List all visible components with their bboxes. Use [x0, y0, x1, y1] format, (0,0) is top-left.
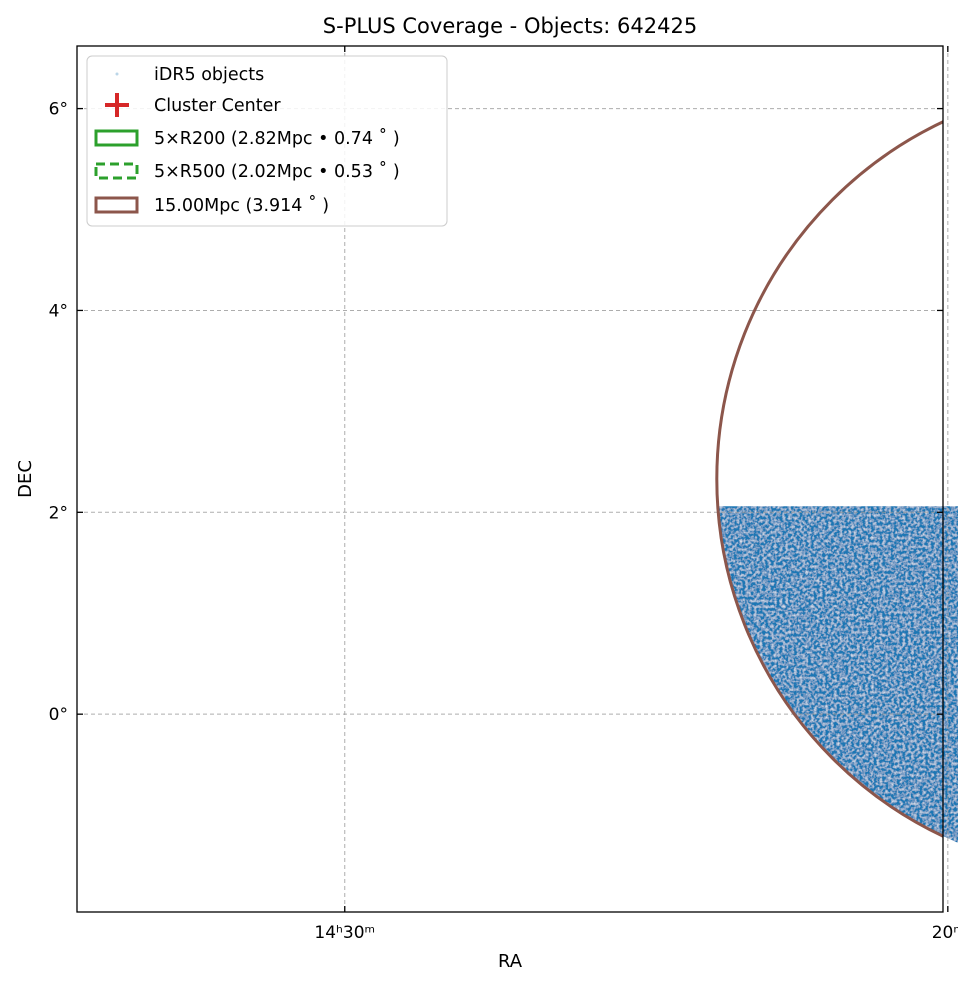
legend-box — [86, 55, 448, 227]
y-tick-label: 2° — [49, 503, 68, 523]
legend-marker-dashed-box — [94, 162, 139, 180]
legend-entry: iDR5 objects — [115, 65, 264, 85]
axis-ticks: 14ʰ30ᵐ20ᵐ10ᵐ0°2°4°6° — [49, 46, 958, 943]
legend-marker-box — [94, 196, 139, 214]
x-tick-label: 20ᵐ — [932, 923, 958, 943]
legend-label: iDR5 objects — [154, 65, 264, 85]
legend: iDR5 objects Cluster Center 5×R200 (2.82Mp… — [86, 55, 448, 227]
radius-circles — [715, 120, 943, 838]
legend-entry: Cluster Center — [105, 93, 281, 117]
axes-frame — [76, 45, 944, 913]
y-tick-label: 0° — [49, 705, 68, 725]
grid — [77, 46, 949, 912]
legend-label: 5×R200 (2.82Mpc • 0.74 ˚ ) — [154, 128, 400, 149]
y-axis-label: DEC — [15, 460, 36, 498]
legend-label: 5×R500 (2.02Mpc • 0.53 ˚ ) — [154, 161, 400, 182]
legend-marker-point — [115, 72, 119, 76]
y-tick-label: 4° — [49, 301, 68, 321]
circle-15mpc — [715, 120, 943, 838]
legend-label: 15.00Mpc (3.914 ˚ ) — [154, 195, 329, 216]
legend-entry: 5×R200 (2.82Mpc • 0.74 ˚ ) — [94, 128, 400, 149]
legend-label: Cluster Center — [154, 96, 281, 116]
legend-entry: 15.00Mpc (3.914 ˚ ) — [94, 195, 329, 216]
x-tick-label: 14ʰ30ᵐ — [314, 923, 375, 943]
chart-title: S-PLUS Coverage - Objects: 642425 — [323, 14, 697, 38]
x-axis-label: RA — [498, 951, 523, 972]
y-tick-label: 6° — [49, 100, 68, 120]
legend-entry: 5×R500 (2.02Mpc • 0.53 ˚ ) — [94, 161, 400, 182]
legend-marker-box — [94, 129, 139, 147]
